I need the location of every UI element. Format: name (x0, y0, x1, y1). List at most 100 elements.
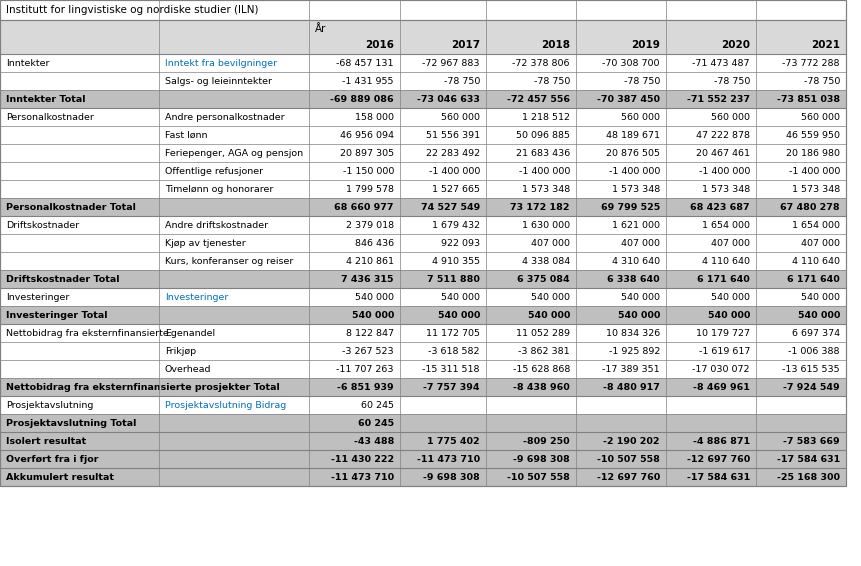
Text: -9 698 308: -9 698 308 (512, 454, 569, 464)
Text: 2017: 2017 (450, 40, 480, 50)
Text: 846 436: 846 436 (355, 238, 393, 247)
Text: 560 000: 560 000 (441, 113, 480, 122)
Bar (0, 216, 845, 234)
Text: -71 552 237: -71 552 237 (686, 95, 749, 104)
Bar (0, 144, 845, 162)
Text: -11 473 710: -11 473 710 (417, 454, 480, 464)
Text: 1 654 000: 1 654 000 (701, 221, 749, 229)
Text: 922 093: 922 093 (440, 238, 480, 247)
Bar (0, 0, 845, 20)
Text: Andre driftskostnader: Andre driftskostnader (164, 221, 268, 229)
Text: 60 245: 60 245 (357, 418, 393, 427)
Text: -13 615 535: -13 615 535 (782, 365, 839, 374)
Text: Andre personalkostnader: Andre personalkostnader (164, 113, 284, 122)
Text: -1 400 000: -1 400 000 (608, 166, 660, 175)
Text: Prosjektavslutning: Prosjektavslutning (6, 401, 93, 409)
Text: -6 851 939: -6 851 939 (337, 383, 393, 392)
Bar (0, 198, 845, 216)
Text: 1 573 348: 1 573 348 (701, 185, 749, 194)
Bar (308, 20, 400, 54)
Bar (0, 432, 845, 450)
Text: 6 171 640: 6 171 640 (697, 275, 749, 284)
Text: 2020: 2020 (720, 40, 749, 50)
Text: Akkumulert resultat: Akkumulert resultat (6, 473, 114, 482)
Text: Frikjøp: Frikjøp (164, 346, 196, 355)
Text: 158 000: 158 000 (355, 113, 393, 122)
Text: -11 473 710: -11 473 710 (331, 473, 393, 482)
Text: -1 619 617: -1 619 617 (697, 346, 749, 355)
Text: -1 150 000: -1 150 000 (342, 166, 393, 175)
Text: 407 000: 407 000 (530, 238, 569, 247)
Text: 1 573 348: 1 573 348 (791, 185, 839, 194)
Text: -17 584 631: -17 584 631 (776, 454, 839, 464)
Text: Fast lønn: Fast lønn (164, 131, 208, 139)
Text: 7 511 880: 7 511 880 (427, 275, 480, 284)
Text: Overført fra i fjor: Overført fra i fjor (6, 454, 98, 464)
Text: -73 772 288: -73 772 288 (782, 58, 839, 67)
Text: 47 222 878: 47 222 878 (695, 131, 749, 139)
Bar (0, 252, 845, 270)
Text: -69 889 086: -69 889 086 (330, 95, 393, 104)
Text: 2 379 018: 2 379 018 (345, 221, 393, 229)
Text: -2 190 202: -2 190 202 (603, 436, 660, 445)
Text: Inntekt fra bevilgninger: Inntekt fra bevilgninger (164, 58, 276, 67)
Text: 560 000: 560 000 (710, 113, 749, 122)
Text: Isolert resultat: Isolert resultat (6, 436, 86, 445)
Text: 73 172 182: 73 172 182 (510, 203, 569, 212)
Text: -8 469 961: -8 469 961 (692, 383, 749, 392)
Text: 1 679 432: 1 679 432 (431, 221, 480, 229)
Text: 21 683 436: 21 683 436 (515, 148, 569, 157)
Text: 407 000: 407 000 (710, 238, 749, 247)
Text: -70 387 450: -70 387 450 (597, 95, 660, 104)
Text: Personalkostnader: Personalkostnader (6, 113, 94, 122)
Text: 22 283 492: 22 283 492 (425, 148, 480, 157)
Text: Prosjektavslutning Total: Prosjektavslutning Total (6, 418, 136, 427)
Text: -8 438 960: -8 438 960 (512, 383, 569, 392)
Text: År: År (314, 24, 326, 33)
Bar (0, 20, 308, 54)
Text: 2019: 2019 (630, 40, 660, 50)
Bar (0, 270, 845, 288)
Text: 6 338 640: 6 338 640 (607, 275, 660, 284)
Text: 1 630 000: 1 630 000 (521, 221, 569, 229)
Bar (755, 20, 845, 54)
Text: 68 660 977: 68 660 977 (334, 203, 393, 212)
Bar (0, 396, 845, 414)
Text: Kjøp av tjenester: Kjøp av tjenester (164, 238, 245, 247)
Text: -72 967 883: -72 967 883 (422, 58, 480, 67)
Text: 11 052 289: 11 052 289 (516, 328, 569, 337)
Bar (0, 414, 845, 432)
Text: 407 000: 407 000 (800, 238, 839, 247)
Text: 540 000: 540 000 (620, 293, 660, 302)
Text: -4 886 871: -4 886 871 (692, 436, 749, 445)
Text: Institutt for lingvistiske og nordiske studier (ILN): Institutt for lingvistiske og nordiske s… (6, 5, 258, 15)
Text: 540 000: 540 000 (437, 311, 480, 319)
Bar (0, 162, 845, 180)
Text: -10 507 558: -10 507 558 (506, 473, 569, 482)
Text: 20 186 980: 20 186 980 (785, 148, 839, 157)
Text: 60 245: 60 245 (361, 401, 393, 409)
Text: -78 750: -78 750 (802, 76, 839, 85)
Text: -17 030 072: -17 030 072 (691, 365, 749, 374)
Text: -7 924 549: -7 924 549 (783, 383, 839, 392)
Text: 68 423 687: 68 423 687 (690, 203, 749, 212)
Text: 20 897 305: 20 897 305 (339, 148, 393, 157)
Bar (0, 126, 845, 144)
Text: -25 168 300: -25 168 300 (776, 473, 839, 482)
Bar (575, 20, 666, 54)
Text: 560 000: 560 000 (800, 113, 839, 122)
Text: 540 000: 540 000 (351, 311, 393, 319)
Text: -3 267 523: -3 267 523 (342, 346, 393, 355)
Text: -1 925 892: -1 925 892 (608, 346, 660, 355)
Text: -1 006 388: -1 006 388 (788, 346, 839, 355)
Bar (0, 180, 845, 198)
Text: -10 507 558: -10 507 558 (597, 454, 660, 464)
Text: 4 110 640: 4 110 640 (701, 256, 749, 265)
Text: -7 757 394: -7 757 394 (423, 383, 480, 392)
Text: Salgs- og leieinntekter: Salgs- og leieinntekter (164, 76, 272, 85)
Text: -11 430 222: -11 430 222 (331, 454, 393, 464)
Text: Driftskostnader: Driftskostnader (6, 221, 79, 229)
Text: 46 956 094: 46 956 094 (339, 131, 393, 139)
Text: 2016: 2016 (364, 40, 393, 50)
Text: 6 697 374: 6 697 374 (791, 328, 839, 337)
